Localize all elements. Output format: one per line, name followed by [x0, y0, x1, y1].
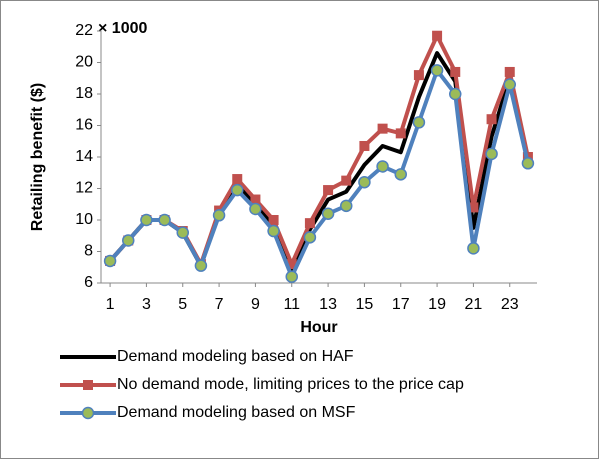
- marker: [158, 213, 171, 227]
- axis-annotation: × 1000: [98, 20, 147, 37]
- x-tick-label: 11: [283, 296, 300, 313]
- marker: [341, 175, 352, 186]
- marker: [395, 128, 406, 139]
- marker: [231, 183, 244, 197]
- y-axis-label: Retailing benefit ($): [29, 83, 46, 231]
- y-tick-label: 20: [75, 54, 93, 71]
- x-tick-label: 3: [142, 296, 151, 313]
- marker: [432, 30, 443, 41]
- x-axis-label: Hour: [300, 319, 337, 336]
- marker: [521, 157, 535, 170]
- marker: [304, 218, 315, 229]
- marker: [485, 147, 498, 161]
- legend-label: No demand mode, limiting prices to the p…: [117, 376, 464, 393]
- marker: [503, 78, 516, 91]
- y-tick-label: 18: [75, 85, 93, 102]
- marker: [504, 66, 515, 77]
- marker: [321, 207, 335, 220]
- y-tick-label: 14: [75, 148, 93, 165]
- marker: [486, 114, 497, 125]
- y-tick-label: 22: [75, 22, 93, 39]
- x-tick-label: 19: [428, 296, 446, 313]
- x-tick-label: 15: [356, 296, 374, 313]
- marker: [212, 209, 226, 222]
- x-tick-label: 23: [501, 296, 519, 313]
- marker: [450, 66, 461, 77]
- x-tick-label: 9: [251, 296, 260, 313]
- marker: [358, 175, 371, 189]
- y-tick-label: 10: [75, 211, 93, 228]
- x-tick-label: 7: [215, 296, 224, 313]
- legend-label: Demand modeling based on HAF: [117, 348, 354, 365]
- legend-marker: [83, 380, 93, 390]
- marker: [267, 224, 280, 238]
- marker: [359, 140, 370, 151]
- marker: [286, 259, 297, 270]
- legend-marker: [81, 406, 95, 420]
- marker: [122, 234, 135, 247]
- marker: [103, 254, 117, 268]
- marker: [140, 213, 153, 227]
- marker: [430, 64, 444, 77]
- marker: [468, 202, 479, 213]
- y-tick-label: 16: [75, 117, 93, 134]
- legend-label: Demand modeling based on MSF: [117, 404, 356, 421]
- marker: [413, 70, 424, 81]
- marker: [176, 226, 189, 239]
- marker: [249, 202, 262, 216]
- marker: [376, 160, 389, 173]
- marker: [412, 116, 426, 129]
- marker: [394, 168, 407, 181]
- marker: [377, 123, 388, 134]
- x-tick-label: 5: [178, 296, 187, 313]
- marker: [268, 215, 279, 225]
- marker: [467, 242, 480, 255]
- marker: [303, 231, 317, 244]
- y-tick-label: 12: [75, 180, 93, 197]
- marker: [232, 174, 243, 185]
- x-tick-label: 21: [465, 296, 483, 313]
- marker: [323, 185, 334, 196]
- y-tick-label: 8: [84, 243, 93, 260]
- marker: [449, 87, 462, 101]
- x-tick-label: 1: [106, 296, 115, 313]
- marker: [250, 194, 261, 205]
- y-tick-label: 6: [84, 274, 93, 291]
- x-tick-label: 13: [319, 296, 337, 313]
- marker: [285, 270, 298, 283]
- marker: [194, 259, 208, 272]
- x-tick-label: 17: [392, 296, 410, 313]
- marker: [340, 199, 353, 213]
